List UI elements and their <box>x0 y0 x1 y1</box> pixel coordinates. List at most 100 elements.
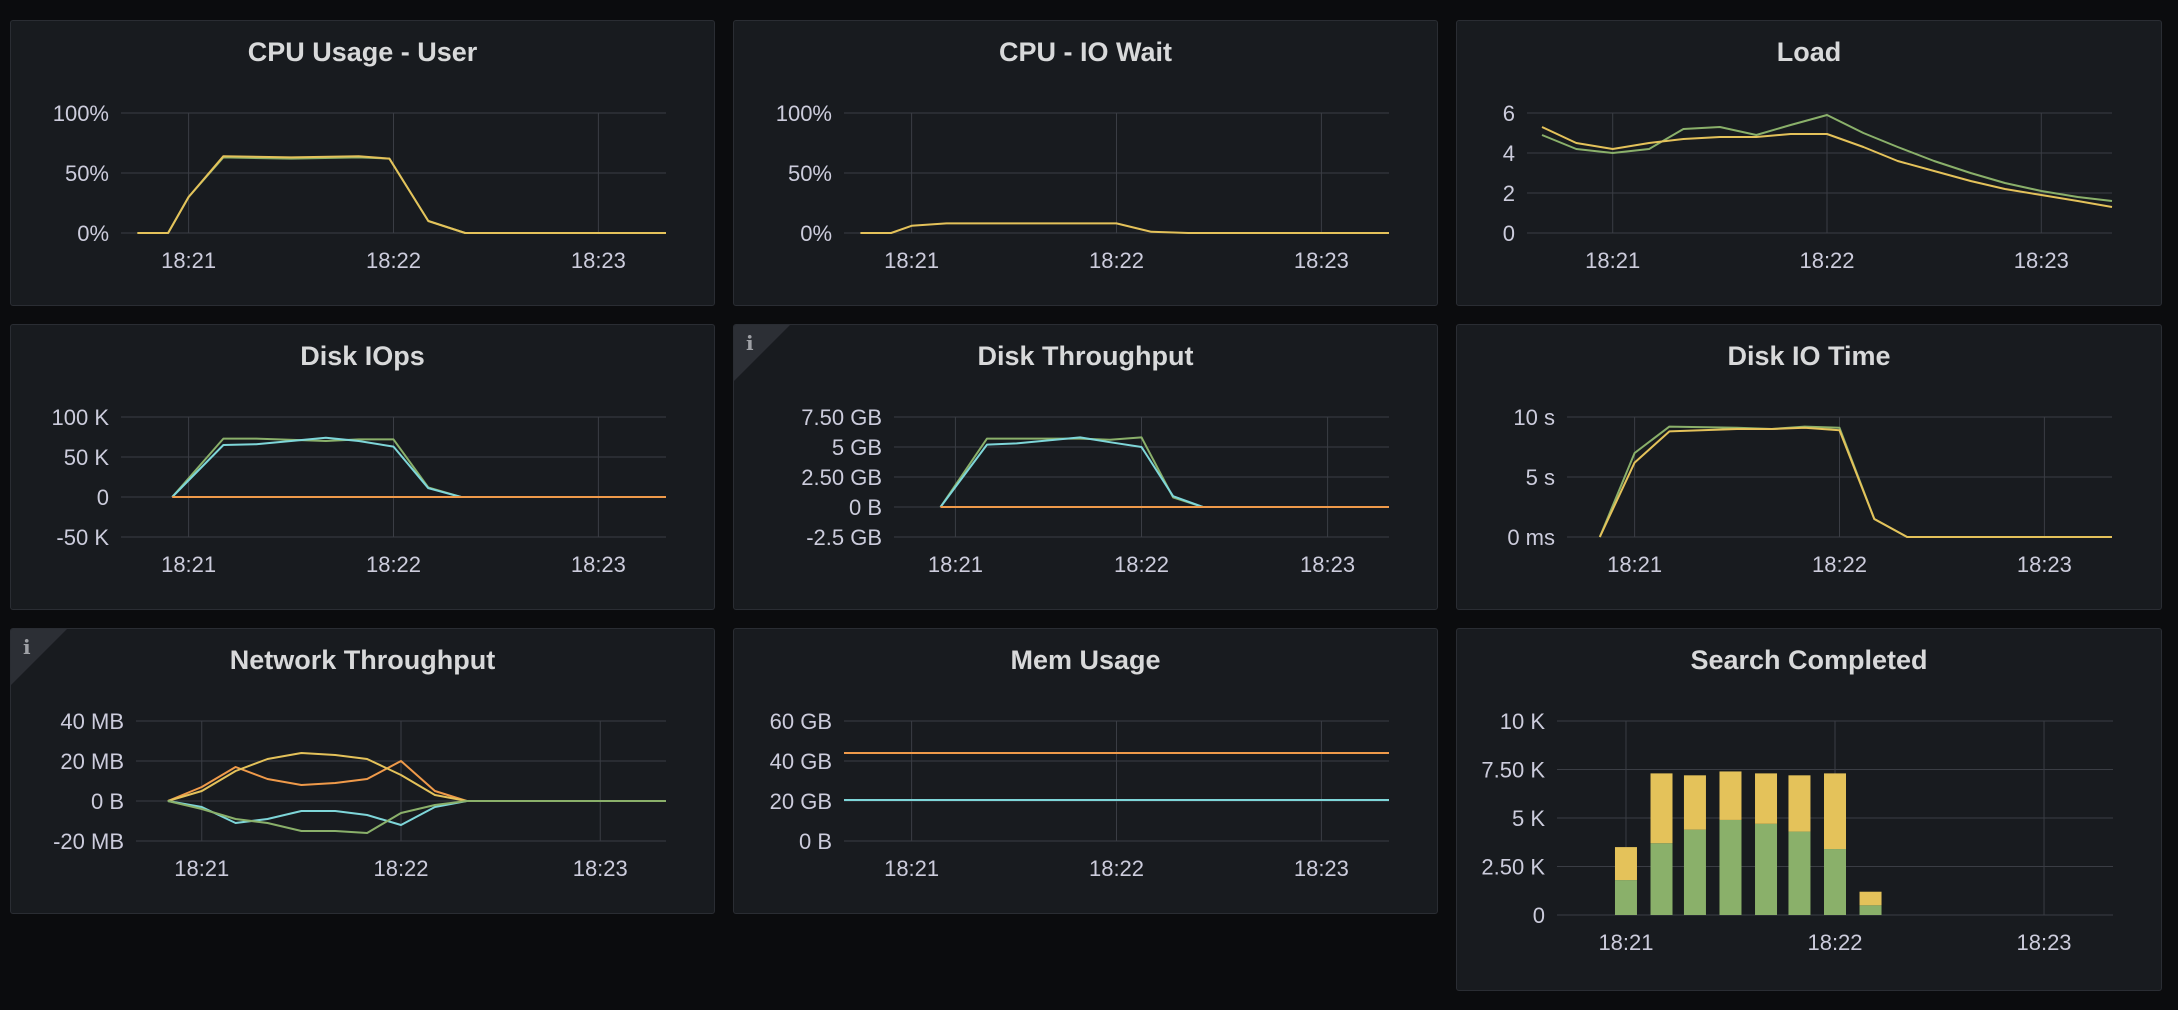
bar-segment-green <box>1755 823 1778 915</box>
info-icon[interactable]: i <box>23 635 31 659</box>
panel-disk-throughput[interactable]: i Disk Throughput -2.5 GB 0 B 2.50 GB 5 GB 7… <box>733 324 1438 610</box>
y-tick-label: 0 <box>1503 221 1515 246</box>
x-tick-label: 18:21 <box>1585 248 1640 273</box>
x-tick-label: 18:21 <box>161 552 216 577</box>
chart-network-throughput: -20 MB 0 B 20 MB 40 MB 18:21 18:22 18:23 <box>53 709 666 881</box>
y-tick-label: 100 K <box>52 405 110 430</box>
y-tick-label: 5 GB <box>832 435 882 460</box>
panel-search-completed[interactable]: Search Completed 0 2.50 K 5 K 7.50 K 10 K 18:… <box>1456 628 2162 991</box>
series-line-green <box>167 800 666 834</box>
y-tick-label: 0 <box>1533 903 1545 928</box>
y-tick-label: 0 <box>97 485 109 510</box>
panel-mem-usage[interactable]: Mem Usage 0 B 20 GB 40 GB 60 GB 18:21 18:22 18… <box>733 628 1438 914</box>
panel-title: Load <box>1776 37 1842 67</box>
panel-title: CPU - IO Wait <box>999 37 1172 67</box>
bar-segment-green <box>1683 829 1706 915</box>
series-line-cyan <box>171 436 666 498</box>
y-tick-label: 40 MB <box>60 709 124 734</box>
bar-segment-green <box>1824 849 1846 915</box>
panel-title: Mem Usage <box>1010 645 1161 675</box>
series-line-yellow <box>1541 126 2113 208</box>
series-line-green <box>1598 425 2112 538</box>
x-tick-label: 18:22 <box>1812 552 1867 577</box>
panel-info-corner[interactable]: i <box>11 629 67 685</box>
bar-segment-yellow <box>1788 775 1811 832</box>
x-tick-label: 18:21 <box>884 248 939 273</box>
bar-segment-green <box>1719 819 1742 915</box>
y-tick-label: -20 MB <box>53 829 124 854</box>
y-tick-label: 20 GB <box>770 789 832 814</box>
bar-segment-yellow <box>1824 773 1846 850</box>
y-tick-label: 10 s <box>1513 405 1555 430</box>
panel-load[interactable]: Load 0 2 4 6 18:21 18:22 18:23 <box>1456 20 2162 306</box>
y-tick-label: 6 <box>1503 101 1515 126</box>
y-tick-label: 0 B <box>849 495 882 520</box>
y-tick-label: -50 K <box>56 525 109 550</box>
x-tick-label: 18:23 <box>1294 248 1349 273</box>
series-line-yellow <box>167 752 666 802</box>
series-line-green <box>137 156 666 234</box>
chart-disk-iops: -50 K 0 50 K 100 K 18:21 18:22 18:23 <box>52 405 666 577</box>
x-tick-label: 18:23 <box>571 552 626 577</box>
y-tick-label: 50% <box>788 161 832 186</box>
x-tick-label: 18:22 <box>373 856 428 881</box>
panel-title: Disk IOps <box>300 341 425 371</box>
x-tick-label: 18:22 <box>1799 248 1854 273</box>
y-tick-label: 20 MB <box>60 749 124 774</box>
x-tick-label: 18:21 <box>884 856 939 881</box>
series-line-green <box>171 437 666 498</box>
y-tick-label: 2 <box>1503 181 1515 206</box>
panel-title: Search Completed <box>1690 645 1928 675</box>
x-tick-label: 18:22 <box>1807 930 1862 955</box>
panel-disk-io-time[interactable]: Disk IO Time 0 ms 5 s 10 s 18:21 18:22 18:23 <box>1456 324 2162 610</box>
y-tick-label: 0 ms <box>1507 525 1555 550</box>
x-tick-label: 18:22 <box>366 248 421 273</box>
panel-title: Network Throughput <box>229 645 496 675</box>
y-tick-label: 50% <box>65 161 109 186</box>
series-line-green <box>1541 114 2113 202</box>
bar-segment-yellow <box>1859 891 1882 906</box>
x-tick-label: 18:21 <box>1598 930 1653 955</box>
x-tick-label: 18:22 <box>1089 248 1144 273</box>
y-tick-label: 0% <box>800 221 832 246</box>
info-icon[interactable]: i <box>746 331 754 355</box>
y-tick-label: 7.50 K <box>1481 758 1545 783</box>
y-tick-label: 0 B <box>91 789 124 814</box>
panel-cpu-usage-user[interactable]: CPU Usage - User 0% 50% 100% 18:21 18:22 18:2… <box>10 20 715 306</box>
bar-segment-yellow <box>1614 847 1637 881</box>
bar-segment-green <box>1614 880 1637 915</box>
x-tick-label: 18:23 <box>2014 248 2069 273</box>
x-tick-label: 18:23 <box>2016 930 2071 955</box>
x-tick-label: 18:21 <box>161 248 216 273</box>
y-tick-label: 5 K <box>1512 806 1545 831</box>
y-tick-label: 4 <box>1503 141 1515 166</box>
panel-cpu-io-wait[interactable]: CPU - IO Wait 0% 50% 100% 18:21 18:22 18:23 <box>733 20 1438 306</box>
panel-info-corner[interactable]: i <box>734 325 790 381</box>
y-tick-label: 100% <box>53 101 109 126</box>
y-tick-label: 5 s <box>1526 465 1555 490</box>
chart-load: 0 2 4 6 18:21 18:22 18:23 <box>1503 101 2113 273</box>
x-tick-label: 18:22 <box>1089 856 1144 881</box>
info-corner-triangle <box>11 629 67 685</box>
panel-disk-iops[interactable]: Disk IOps -50 K 0 50 K 100 K 18:21 18:22 18:23 <box>10 324 715 610</box>
panel-title: CPU Usage - User <box>247 37 478 67</box>
x-tick-label: 18:23 <box>2017 552 2072 577</box>
bar-segment-yellow <box>1650 773 1673 844</box>
bar-segment-green <box>1859 905 1882 915</box>
bar-segment-green <box>1788 831 1811 915</box>
series-line-cyan <box>167 800 666 826</box>
series-line-yellow <box>137 155 666 234</box>
chart-mem-usage: 0 B 20 GB 40 GB 60 GB 18:21 18:22 18:23 <box>770 709 1389 881</box>
y-tick-label: 50 K <box>64 445 110 470</box>
panel-network-throughput[interactable]: i Network Throughput -20 MB 0 B 20 MB 40 MB… <box>10 628 715 914</box>
chart-cpu-usage-user: 0% 50% 100% 18:21 18:22 18:23 <box>53 101 666 273</box>
chart-disk-throughput: -2.5 GB 0 B 2.50 GB 5 GB 7.50 GB 18:21 18:22 18… <box>801 405 1389 577</box>
chart-disk-io-time: 0 ms 5 s 10 s 18:21 18:22 18:23 <box>1507 405 2112 577</box>
chart-cpu-io-wait: 0% 50% 100% 18:21 18:22 18:23 <box>776 101 1389 273</box>
x-tick-label: 18:21 <box>928 552 983 577</box>
panel-title: Disk Throughput <box>977 341 1194 371</box>
chart-search-completed: 0 2.50 K 5 K 7.50 K 10 K 18:21 18:22 18:23 <box>1481 709 2113 955</box>
x-tick-label: 18:23 <box>1300 552 1355 577</box>
y-tick-label: -2.5 GB <box>806 525 882 550</box>
y-tick-label: 60 GB <box>770 709 832 734</box>
